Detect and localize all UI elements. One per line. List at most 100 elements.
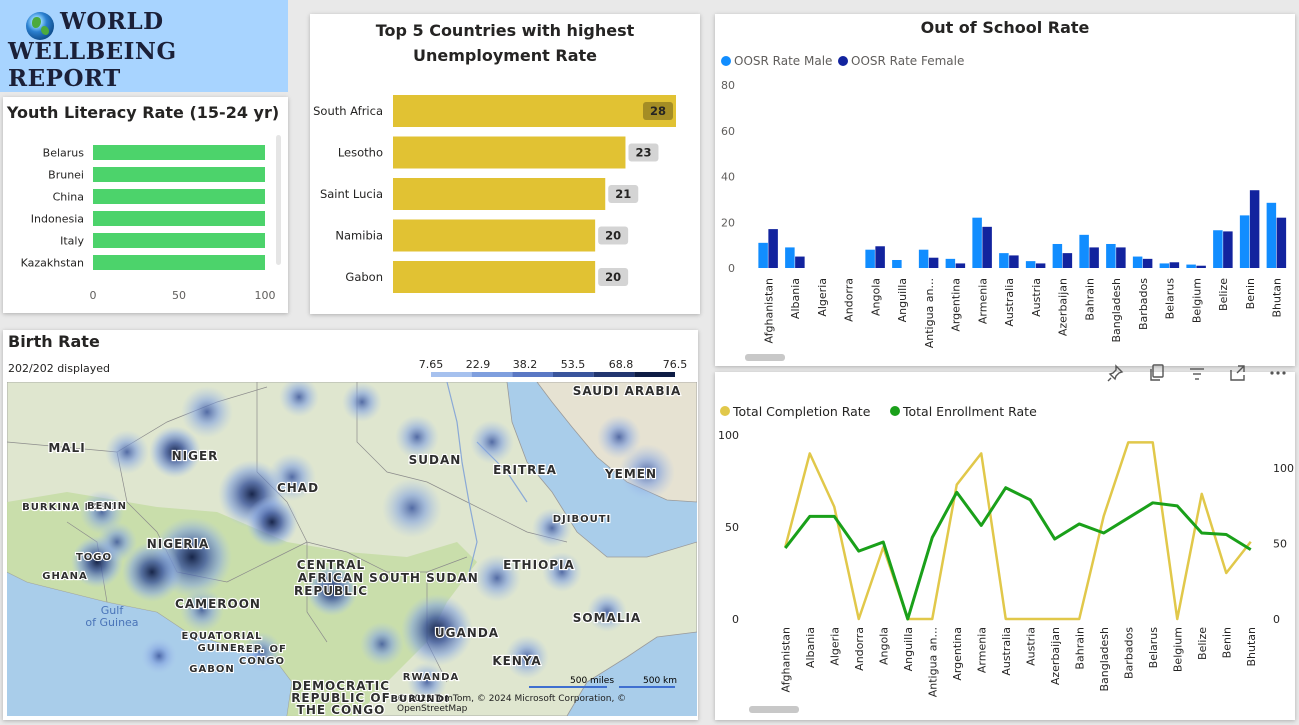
unemployment-category-label: South Africa: [313, 104, 383, 118]
unemployment-chart-title: Top 5 Countries with highest Unemploymen…: [310, 18, 700, 68]
copy-icon[interactable]: [1150, 364, 1164, 381]
map-label: NIGERIA: [147, 537, 210, 551]
oosr-chart-title: Out of School Rate: [920, 18, 1090, 37]
filter-icon[interactable]: [1190, 368, 1204, 380]
unemployment-bar: [393, 136, 626, 169]
oosr-x-tick: Austria: [1030, 278, 1043, 317]
completion-rate-line: [784, 441, 1252, 621]
unemployment-visual[interactable]: Top 5 Countries with highest Unemploymen…: [310, 14, 700, 314]
unemployment-data-label: 23: [635, 146, 651, 160]
oosr-y-tick: 0: [728, 262, 735, 275]
rates-x-tick: Azerbaijan: [1049, 627, 1062, 685]
oosr-bar-male: [785, 247, 795, 268]
unemployment-category-label: Gabon: [345, 270, 383, 284]
rates-x-tick: Bhutan: [1245, 627, 1258, 667]
unemployment-title-line2: Unemployment Rate: [412, 46, 597, 65]
map-labels: SAUDI ARABIA MALI NIGER SUDAN ERITREA YEMEN CH…: [21, 383, 681, 716]
oosr-bar-female: [1169, 262, 1180, 268]
oosr-x-tick: Albania: [789, 278, 802, 319]
oosr-bar-male: [972, 217, 982, 268]
unemployment-bar-chart: South Africa 28 Lesotho 23 Saint Lucia 21 Nami…: [313, 95, 676, 293]
rates-x-tick: Bahrain: [1073, 627, 1086, 670]
literacy-category-label: Indonesia: [31, 213, 84, 226]
oosr-bar-male: [945, 258, 956, 268]
oosr-bar-female: [1035, 263, 1046, 268]
oosr-bar-female: [1276, 217, 1287, 268]
literacy-x-tick: 50: [172, 289, 186, 302]
map-label: CONGO: [239, 656, 285, 667]
oosr-x-tick: Bahrain: [1083, 278, 1096, 321]
unemployment-category-label: Lesotho: [338, 146, 383, 160]
oosr-y-tick: 40: [721, 171, 735, 184]
unemployment-category-label: Namibia: [335, 229, 383, 243]
map-label: REPUBLIC: [294, 584, 368, 598]
unemployment-title-line1: Top 5 Countries with highest: [375, 21, 635, 40]
rates-x-tick: Belize: [1196, 627, 1209, 660]
unemployment-bar: [393, 178, 606, 210]
report-title-line2: WELLBEING REPORT: [8, 38, 177, 92]
pin-icon[interactable]: [1107, 364, 1124, 382]
rates-x-tick: Bangladesh: [1098, 627, 1111, 692]
unemployment-data-label: 20: [605, 270, 621, 284]
oosr-bar-male: [1025, 261, 1036, 268]
literacy-bar: [93, 167, 265, 182]
map-label: TOGO: [76, 552, 112, 563]
map-label: MALI: [48, 441, 85, 455]
globe-icon: [26, 12, 54, 40]
literacy-scrollbar[interactable]: [276, 135, 281, 265]
out-of-school-visual[interactable]: Out of School Rate OOSR Rate Male OOSR Ra…: [715, 14, 1295, 366]
literacy-category-label: Brunei: [48, 169, 84, 182]
legend-marker-completion: [720, 406, 730, 416]
birth-rate-heat-map[interactable]: SAUDI ARABIA MALI NIGER SUDAN ERITREA YEMEN CH…: [7, 382, 697, 716]
unemployment-data-label: 28: [650, 104, 666, 118]
unemployment-label-badge: [598, 226, 629, 245]
focus-icon[interactable]: [1230, 365, 1245, 381]
map-label: EQUATORIAL: [182, 631, 263, 642]
map-label: CENTRAL: [297, 558, 365, 572]
map-label: REP. OF: [237, 644, 287, 655]
oosr-bar-female: [1249, 190, 1260, 268]
birth-rate-visual[interactable]: Birth Rate 202/202 displayed 7.65 22.9 38.…: [3, 330, 698, 720]
oosr-x-tick: Bhutan: [1271, 278, 1284, 318]
oosr-bar-male: [1159, 263, 1170, 268]
oosr-bar-male: [1266, 202, 1277, 268]
report-title-banner: WORLD WELLBEING REPORT: [0, 0, 288, 92]
map-label: SUDAN: [409, 453, 462, 467]
map-label: KENYA: [492, 654, 541, 668]
literacy-category-label: Italy: [60, 235, 84, 248]
oosr-y-tick: 60: [721, 125, 735, 138]
map-label: ETHIOPIA: [503, 558, 575, 572]
map-label: UGANDA: [435, 626, 499, 640]
rates-x-tick: Albania: [804, 627, 817, 668]
literacy-chart-title: Youth Literacy Rate (15-24 yr): [6, 103, 280, 122]
scale-km: 500 km: [643, 676, 677, 686]
map-canvas[interactable]: SAUDI ARABIA MALI NIGER SUDAN ERITREA YEMEN CH…: [7, 382, 697, 716]
legend-label-male: OOSR Rate Male: [734, 54, 832, 68]
literacy-bar-chart: Belarus Brunei China Indonesia Italy Kazakhst…: [21, 145, 276, 302]
unemployment-data-label: 21: [615, 187, 631, 201]
rates-x-tick: Argentina: [951, 627, 964, 681]
more-icon[interactable]: [1270, 371, 1286, 375]
oosr-bar-male: [918, 249, 929, 268]
unemployment-bar: [393, 219, 596, 252]
unemployment-category-label: Saint Lucia: [320, 187, 383, 201]
youth-literacy-visual[interactable]: Youth Literacy Rate (15-24 yr) Belarus Br…: [3, 97, 288, 313]
unemployment-data-label: 20: [605, 229, 621, 243]
completion-enrollment-visual[interactable]: Total Completion Rate Total Enrollment Ra…: [715, 372, 1295, 720]
rates-x-tick: Belgium: [1171, 627, 1184, 672]
unemployment-label-badge: [643, 102, 673, 120]
oosr-x-tick: Azerbaijan: [1057, 278, 1070, 336]
literacy-bar: [93, 189, 265, 204]
rates-y-left-tick: 50: [725, 521, 739, 534]
legend-tick: 76.5: [663, 358, 688, 371]
literacy-bar: [93, 233, 265, 248]
enrollment-rate-line: [784, 486, 1252, 621]
map-label: DEMOCRATIC: [292, 679, 390, 693]
displayed-count: 202/202 displayed: [8, 362, 111, 375]
map-label: BURUNDI: [391, 694, 450, 705]
map-label: NIGER: [172, 449, 219, 463]
legend-marker-male: [721, 56, 731, 66]
map-label: CHAD: [277, 481, 319, 495]
legend-swatch: [512, 372, 553, 377]
unemployment-label-badge: [628, 143, 659, 162]
